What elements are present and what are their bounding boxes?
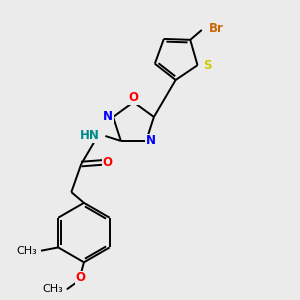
Text: S: S (203, 59, 212, 72)
Text: N: N (146, 134, 156, 147)
Text: CH₃: CH₃ (16, 246, 37, 256)
Text: O: O (76, 271, 85, 284)
Text: CH₃: CH₃ (42, 284, 63, 294)
Text: Br: Br (209, 22, 224, 35)
Text: N: N (103, 110, 113, 123)
Text: HN: HN (80, 130, 99, 142)
Text: O: O (103, 156, 113, 169)
Text: O: O (128, 91, 139, 104)
